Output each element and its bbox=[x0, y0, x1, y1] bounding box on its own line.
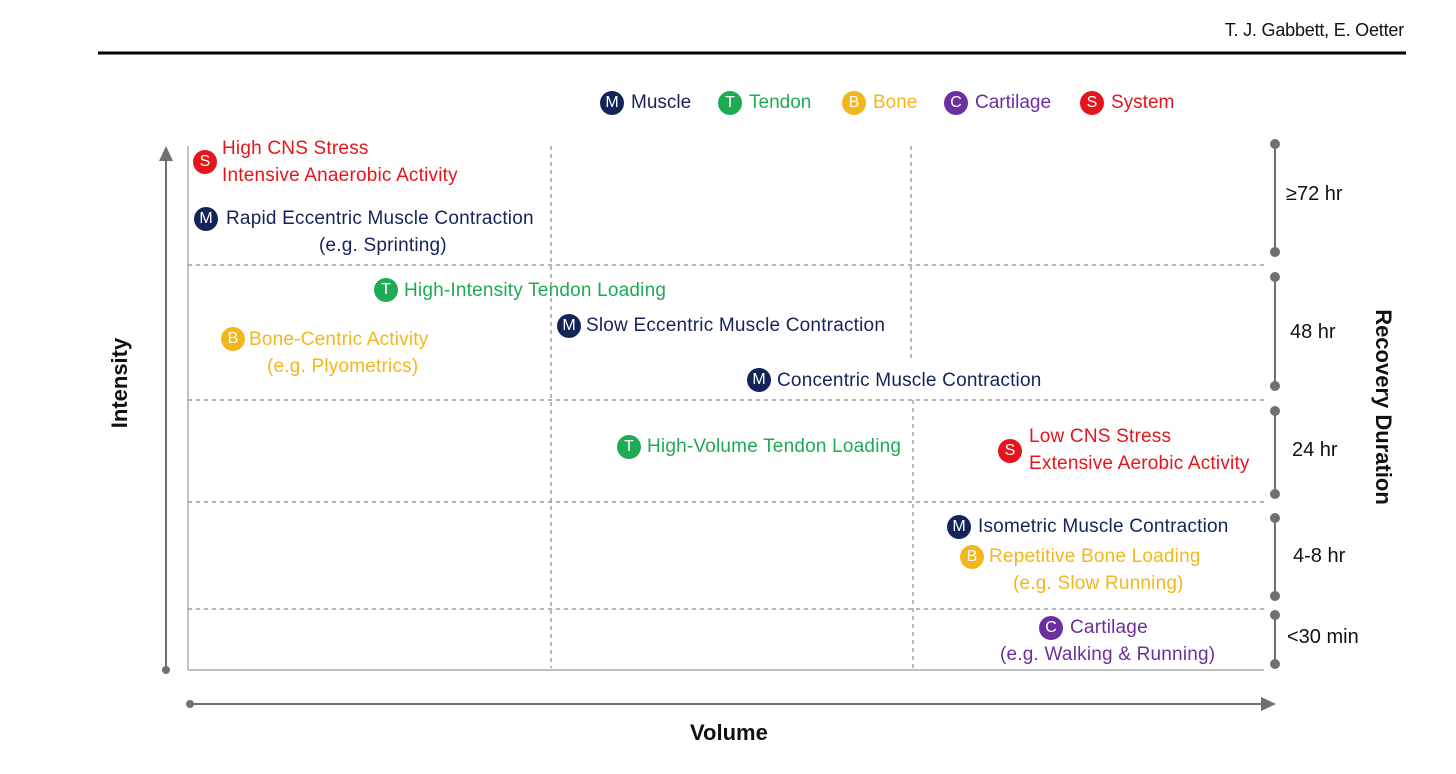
cartilage-label: Cartilage bbox=[1070, 617, 1148, 638]
repetitive-bone-label: Repetitive Bone Loading bbox=[989, 546, 1201, 567]
low-cns-stress-label: Low CNS Stress bbox=[1029, 426, 1172, 447]
walking-running-example-label: (e.g. Walking & Running) bbox=[1000, 644, 1216, 665]
muscle-badge-icon: M bbox=[600, 91, 624, 115]
recovery-duration-title: Recovery Duration bbox=[1371, 309, 1396, 505]
legend-label: Bone bbox=[873, 92, 918, 113]
author-credit: T. J. Gabbett, E. Oetter bbox=[1224, 20, 1404, 40]
high-intensity-tendon-label: High-Intensity Tendon Loading bbox=[404, 280, 667, 301]
system-badge-icon: S bbox=[1080, 91, 1104, 115]
legend-label: Muscle bbox=[631, 92, 692, 113]
recovery-label-30min: <30 min bbox=[1287, 626, 1359, 648]
extensive-aerobic-label: Extensive Aerobic Activity bbox=[1029, 453, 1250, 474]
recovery-label-24hr: 24 hr bbox=[1292, 439, 1338, 461]
recovery-label-72hr: ≥72 hr bbox=[1286, 183, 1343, 205]
tendon-badge-icon: T bbox=[718, 91, 742, 115]
high-cns-stress-label: High CNS Stress bbox=[222, 138, 369, 159]
recovery-bracket-72hr bbox=[1270, 139, 1280, 257]
recovery-bracket-4-8hr bbox=[1270, 513, 1280, 601]
sprinting-example-label: (e.g. Sprinting) bbox=[319, 235, 447, 256]
muscle-badge-icon: M bbox=[194, 207, 218, 231]
slow-eccentric-label: Slow Eccentric Muscle Contraction bbox=[586, 315, 886, 336]
bone-centric-label: Bone-Centric Activity bbox=[249, 329, 429, 350]
recovery-label-48hr: 48 hr bbox=[1290, 321, 1336, 343]
legend-label: Tendon bbox=[749, 92, 812, 113]
volume-axis-arrow bbox=[186, 697, 1276, 711]
recovery-label-4-8hr: 4-8 hr bbox=[1293, 545, 1346, 567]
cartilage-badge-icon: C bbox=[1039, 616, 1063, 640]
concentric-label: Concentric Muscle Contraction bbox=[777, 370, 1042, 391]
volume-axis-title: Volume bbox=[690, 720, 768, 745]
recovery-bracket-30min bbox=[1270, 610, 1280, 669]
recovery-bracket-24hr bbox=[1270, 406, 1280, 499]
bone-badge-icon: B bbox=[960, 545, 984, 569]
tendon-badge-icon: T bbox=[617, 435, 641, 459]
bone-badge-icon: B bbox=[221, 327, 245, 351]
plyometrics-example-label: (e.g. Plyometrics) bbox=[267, 356, 419, 377]
high-volume-tendon-label: High-Volume Tendon Loading bbox=[647, 436, 902, 457]
system-badge-icon: S bbox=[998, 439, 1022, 463]
tendon-badge-icon: T bbox=[374, 278, 398, 302]
intensity-axis-title: Intensity bbox=[107, 337, 132, 429]
muscle-badge-icon: M bbox=[557, 314, 581, 338]
recovery-bracket-48hr bbox=[1270, 272, 1280, 391]
intensity-axis-arrow bbox=[159, 146, 173, 674]
isometric-label: Isometric Muscle Contraction bbox=[978, 516, 1229, 537]
cartilage-badge-icon: C bbox=[944, 91, 968, 115]
rapid-eccentric-label: Rapid Eccentric Muscle Contraction bbox=[226, 208, 534, 229]
system-badge-icon: S bbox=[193, 150, 217, 174]
muscle-badge-icon: M bbox=[747, 368, 771, 392]
legend-label: Cartilage bbox=[975, 92, 1052, 113]
intensive-anaerobic-label: Intensive Anaerobic Activity bbox=[222, 165, 458, 186]
slow-running-example-label: (e.g. Slow Running) bbox=[1013, 573, 1184, 594]
muscle-badge-icon: M bbox=[947, 515, 971, 539]
bone-badge-icon: B bbox=[842, 91, 866, 115]
legend-label: System bbox=[1111, 92, 1175, 113]
